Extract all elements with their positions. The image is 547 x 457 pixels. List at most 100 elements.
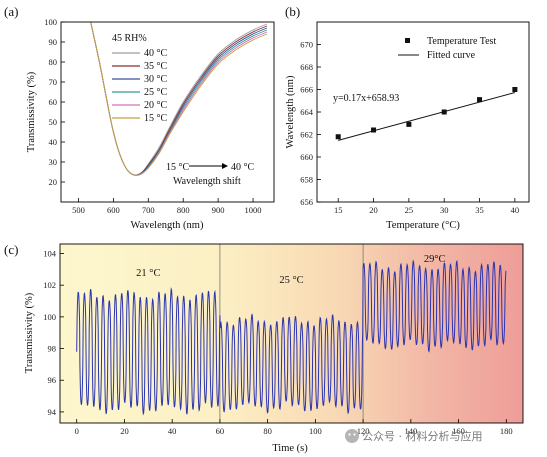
y-tick-label: 100 bbox=[43, 312, 56, 322]
y-tick-label: 30 bbox=[49, 157, 58, 167]
data-point bbox=[335, 134, 341, 140]
y-tick-label: 666 bbox=[300, 85, 313, 95]
panel-c-label: (c) bbox=[4, 242, 18, 257]
legend-label: 30 °C bbox=[144, 74, 167, 85]
legend-label-fit: Fitted curve bbox=[427, 50, 476, 61]
panel-a-legend-title: 45 RH% bbox=[112, 33, 147, 44]
panel-a-ylabel: Transmissivity (%) bbox=[26, 71, 37, 152]
y-tick-label: 664 bbox=[300, 107, 314, 117]
series-line bbox=[90, 21, 268, 176]
annotation-to: 40 °C bbox=[231, 162, 254, 173]
segment-label: 21 °C bbox=[136, 268, 160, 279]
x-tick-label: 15 bbox=[334, 205, 343, 215]
panel-c-ticks: 0 20 40 60 80 100 120 140 160 180 94 96 98 100 102 104 bbox=[43, 249, 512, 436]
panel-c-ylabel: Transmissivity (%) bbox=[24, 292, 35, 373]
legend-label: 35 °C bbox=[144, 61, 167, 72]
x-tick-label: 140 bbox=[404, 426, 417, 436]
y-tick-label: 60 bbox=[49, 97, 58, 107]
segment-label: 25 °C bbox=[279, 275, 303, 286]
y-tick-label: 96 bbox=[48, 375, 57, 385]
y-tick-label: 50 bbox=[49, 117, 58, 127]
panel-b-ticks: 15 20 25 30 35 40 656 658 660 662 664 666 668 670 bbox=[300, 40, 519, 216]
panel-b-frame bbox=[316, 21, 530, 203]
x-tick-label: 160 bbox=[452, 426, 465, 436]
legend-label: 25 °C bbox=[144, 87, 167, 98]
panel-c-xlabel: Time (s) bbox=[272, 443, 308, 454]
x-tick-label: 30 bbox=[440, 205, 449, 215]
annotation-text: Wavelength shift bbox=[173, 176, 241, 187]
panel-c-segment-labels: 21 °C 25 °C 29°C bbox=[136, 254, 445, 286]
x-tick-label: 500 bbox=[72, 205, 85, 215]
data-point bbox=[477, 97, 483, 103]
x-tick-label: 20 bbox=[369, 205, 378, 215]
fitted-line bbox=[338, 92, 515, 141]
x-tick-label: 25 bbox=[405, 205, 414, 215]
panel-a-series bbox=[90, 21, 268, 176]
panel-a-ticks: 500 600 700 800 900 1000 20 30 40 50 60 70 80 90 100 bbox=[44, 17, 261, 215]
watermark: 公众号 · 材料分析与应用 bbox=[345, 429, 483, 443]
panel-a: (a) 500 600 700 800 900 1000 20 30 40 50 60 70 80 90 1… bbox=[4, 4, 275, 231]
annotation-from: 15 °C bbox=[166, 162, 189, 173]
panel-c-signal-line bbox=[76, 259, 507, 416]
x-tick-label: 60 bbox=[216, 426, 225, 436]
y-tick-label: 104 bbox=[43, 249, 57, 259]
data-point bbox=[512, 87, 518, 92]
x-tick-label: 40 bbox=[168, 426, 177, 436]
legend-label: 40 °C bbox=[144, 48, 167, 59]
x-tick-label: 80 bbox=[263, 426, 272, 436]
x-tick-label: 0 bbox=[75, 426, 79, 436]
panel-b-ylabel: Wavelength (nm) bbox=[285, 75, 296, 148]
y-tick-label: 102 bbox=[43, 280, 56, 290]
panel-a-frame bbox=[60, 21, 275, 203]
data-point bbox=[441, 109, 447, 115]
panel-b-label: (b) bbox=[285, 4, 300, 19]
x-tick-label: 40 bbox=[511, 205, 520, 215]
y-tick-label: 98 bbox=[48, 344, 57, 354]
panel-a-legend: 40 °C 35 °C 30 °C 25 °C 20 °C 15 °C bbox=[112, 48, 167, 124]
wechat-icon bbox=[345, 429, 359, 443]
panel-b-plot bbox=[335, 87, 518, 141]
y-tick-label: 20 bbox=[49, 177, 58, 187]
y-tick-label: 660 bbox=[300, 152, 313, 162]
y-tick-label: 670 bbox=[300, 40, 313, 50]
y-tick-label: 80 bbox=[49, 57, 58, 67]
y-tick-label: 40 bbox=[49, 137, 58, 147]
y-tick-label: 668 bbox=[300, 62, 313, 72]
annotation-arrowhead bbox=[222, 163, 228, 169]
legend-marker-test bbox=[405, 38, 410, 43]
data-point bbox=[406, 121, 412, 127]
panel-a-xlabel: Wavelength (nm) bbox=[131, 220, 204, 231]
panel-c-frame bbox=[59, 243, 524, 424]
x-tick-label: 600 bbox=[107, 205, 120, 215]
panel-b-xlabel: Temperature (°C) bbox=[386, 220, 460, 231]
watermark-text: 公众号 · 材料分析与应用 bbox=[362, 429, 483, 443]
x-tick-label: 100 bbox=[309, 426, 322, 436]
legend-label: 20 °C bbox=[144, 100, 167, 111]
x-tick-label: 35 bbox=[475, 205, 484, 215]
wechat-icon-eye-left bbox=[348, 433, 351, 436]
x-tick-label: 700 bbox=[142, 205, 155, 215]
data-point bbox=[371, 127, 377, 133]
panel-a-label: (a) bbox=[4, 4, 18, 19]
y-tick-label: 656 bbox=[300, 197, 313, 207]
legend-label: 15 °C bbox=[144, 113, 167, 124]
x-tick-label: 120 bbox=[357, 426, 370, 436]
x-tick-label: 180 bbox=[500, 426, 513, 436]
legend-label-test: Temperature Test bbox=[427, 36, 496, 47]
y-tick-label: 100 bbox=[44, 17, 57, 27]
panel-c: (c) 21 °C 25 °C 29°C 0 20 40 60 80 100 120 140 160… bbox=[4, 242, 524, 454]
y-tick-label: 94 bbox=[48, 407, 57, 417]
series-line bbox=[90, 21, 268, 176]
y-tick-label: 658 bbox=[300, 175, 313, 185]
panel-a-annotation: 15 °C 40 °C Wavelength shift bbox=[166, 162, 254, 187]
wechat-icon-eye-right bbox=[353, 433, 356, 436]
y-tick-label: 70 bbox=[49, 77, 58, 87]
x-tick-label: 900 bbox=[212, 205, 225, 215]
x-tick-label: 800 bbox=[177, 205, 190, 215]
x-tick-label: 1000 bbox=[245, 205, 262, 215]
panel-b: (b) 15 20 25 30 35 40 656 658 660 662 664 666 668 670… bbox=[285, 4, 530, 231]
x-tick-label: 20 bbox=[120, 426, 129, 436]
segment-label: 29°C bbox=[424, 254, 446, 265]
y-tick-label: 662 bbox=[300, 130, 313, 140]
